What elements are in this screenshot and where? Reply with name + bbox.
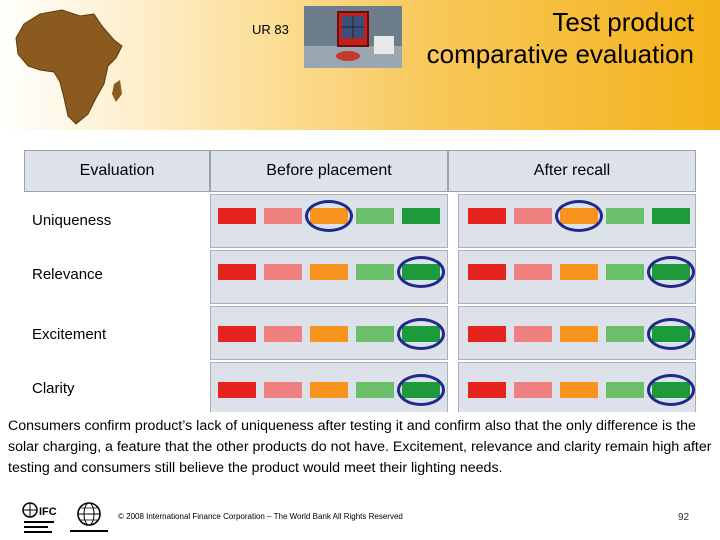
after-scale-bar xyxy=(606,382,644,398)
after-scale-bar xyxy=(606,326,644,342)
page-number: 92 xyxy=(678,512,690,523)
after-scale-bar xyxy=(468,326,506,342)
row-label-excitement: Excitement xyxy=(32,326,107,343)
before-scale-bar xyxy=(310,382,348,398)
after-scale-bar xyxy=(606,264,644,280)
before-scale-bar xyxy=(356,208,394,224)
after-scale-bar xyxy=(468,264,506,280)
after-scale-bar xyxy=(560,382,598,398)
before-scale-bar xyxy=(356,326,394,342)
after-scale-bar xyxy=(468,382,506,398)
before-scale-bar xyxy=(218,264,256,280)
column-header-before: Before placement xyxy=(210,150,448,192)
before-scale-bar xyxy=(264,326,302,342)
after-scale-bar xyxy=(514,382,552,398)
column-header-evaluation: Evaluation xyxy=(24,150,210,192)
africa-map-icon xyxy=(15,9,123,125)
before-scale-bar xyxy=(264,208,302,224)
row-label-uniqueness: Uniqueness xyxy=(32,212,112,229)
after-selection-ring xyxy=(647,374,695,406)
before-selection-ring xyxy=(397,318,445,350)
caption-text: Consumers confirm product’s lack of uniq… xyxy=(0,412,720,496)
ifc-logo: IFC xyxy=(22,500,62,536)
after-selection-ring xyxy=(647,256,695,288)
after-scale-bar xyxy=(468,208,506,224)
after-scale-bar xyxy=(606,208,644,224)
after-selection-ring xyxy=(647,318,695,350)
column-header-after: After recall xyxy=(448,150,696,192)
after-scale-bar xyxy=(514,264,552,280)
after-scale-bar xyxy=(652,208,690,224)
before-scale-bar xyxy=(264,382,302,398)
title-line-2: comparative evaluation xyxy=(426,39,694,69)
after-selection-ring xyxy=(555,200,603,232)
after-scale-bar xyxy=(514,208,552,224)
copyright-text: © 2008 International Finance Corporation… xyxy=(118,512,403,521)
before-scale-bar xyxy=(310,264,348,280)
before-scale-bar xyxy=(218,326,256,342)
after-scale-bar xyxy=(514,326,552,342)
before-selection-ring xyxy=(397,374,445,406)
before-scale-bar xyxy=(264,264,302,280)
before-selection-ring xyxy=(397,256,445,288)
before-selection-ring xyxy=(305,200,353,232)
title-line-1: Test product xyxy=(552,7,694,37)
before-scale-bar xyxy=(356,264,394,280)
before-scale-bar xyxy=(218,208,256,224)
slide-title: Test product comparative evaluation xyxy=(427,6,694,70)
before-scale-bar xyxy=(356,382,394,398)
footer xyxy=(0,492,720,540)
row-label-relevance: Relevance xyxy=(32,266,103,283)
slide-code: UR 83 xyxy=(252,22,289,37)
after-scale-bar xyxy=(560,326,598,342)
product-photo xyxy=(304,6,402,68)
before-scale-bar xyxy=(310,326,348,342)
world-bank-logo xyxy=(70,502,108,532)
before-scale-bar xyxy=(218,382,256,398)
row-label-clarity: Clarity xyxy=(32,380,75,397)
after-scale-bar xyxy=(560,264,598,280)
svg-text:IFC: IFC xyxy=(39,506,57,518)
before-scale-bar xyxy=(402,208,440,224)
